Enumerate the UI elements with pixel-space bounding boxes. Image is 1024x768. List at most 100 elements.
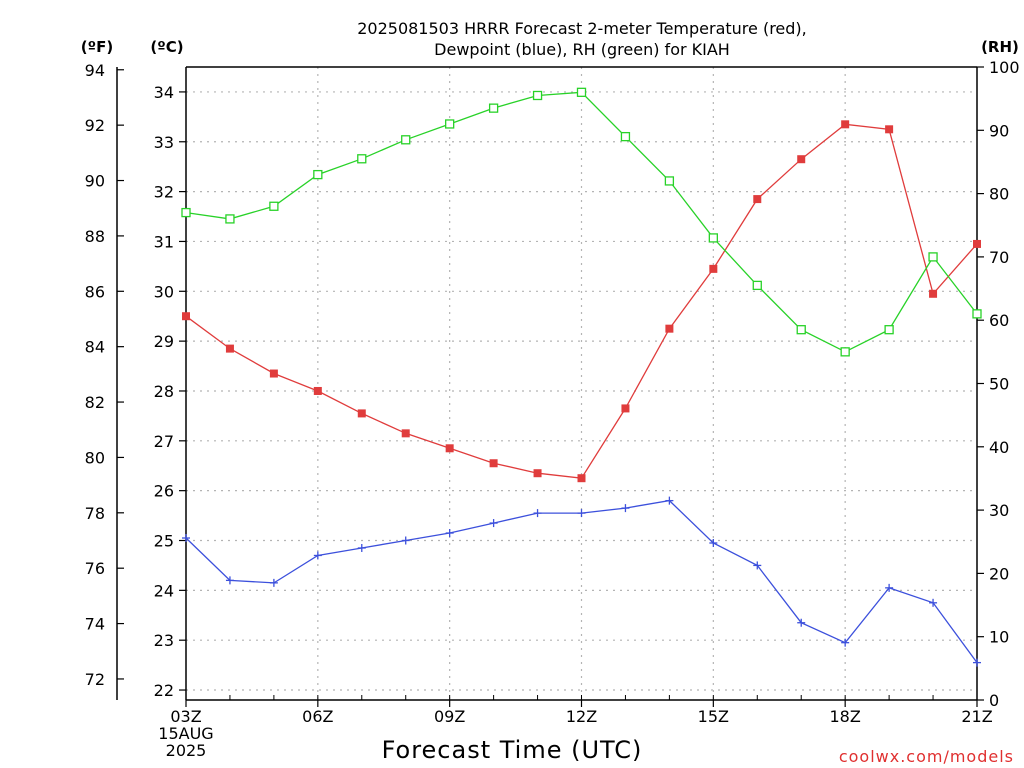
data-point <box>269 369 278 378</box>
x-tick-label: 15Z <box>698 707 729 726</box>
fahrenheit-tick-label: 94 <box>85 61 105 80</box>
data-point <box>225 344 234 353</box>
data-point <box>841 120 850 129</box>
celsius-tick-label: 28 <box>154 382 174 401</box>
data-point <box>401 135 411 145</box>
fahrenheit-tick-label: 90 <box>85 172 105 191</box>
data-point <box>753 561 762 570</box>
x-tick-label: 2025 <box>166 741 207 760</box>
celsius-tick-label: 33 <box>154 133 174 152</box>
celsius-tick-label: 32 <box>154 183 174 202</box>
data-point <box>665 496 674 505</box>
data-point <box>225 576 234 585</box>
data-point <box>225 214 235 224</box>
data-point <box>401 536 410 545</box>
rh-tick-label: 30 <box>989 501 1009 520</box>
celsius-tick-label: 24 <box>154 581 174 600</box>
rh-tick-label: 70 <box>989 248 1009 267</box>
data-point <box>357 154 367 164</box>
fahrenheit-unit-label: (ºF) <box>81 38 113 56</box>
data-point <box>269 201 279 211</box>
x-tick-label: 03Z <box>170 707 201 726</box>
data-point <box>533 469 542 478</box>
data-point <box>357 543 366 552</box>
rh-tick-label: 20 <box>989 564 1009 583</box>
celsius-tick-label: 29 <box>154 332 174 351</box>
series-line <box>185 499 978 663</box>
data-point <box>841 638 850 647</box>
celsius-tick-label: 25 <box>154 532 174 551</box>
data-point <box>665 324 674 333</box>
fahrenheit-tick-label: 78 <box>85 504 105 523</box>
data-point <box>577 474 586 483</box>
data-point <box>621 504 630 513</box>
fahrenheit-tick-label: 76 <box>85 559 105 578</box>
rh-unit-label: (RH) <box>981 38 1019 56</box>
celsius-tick-label: 23 <box>154 631 174 650</box>
fahrenheit-tick-label: 88 <box>85 227 105 246</box>
data-point <box>709 538 718 547</box>
data-point <box>797 155 806 164</box>
data-point <box>708 233 718 243</box>
data-point <box>664 176 675 186</box>
x-tick-label: 18Z <box>830 707 861 726</box>
data-point <box>884 325 894 335</box>
fahrenheit-tick-label: 84 <box>85 338 105 357</box>
data-point <box>797 618 806 627</box>
rh-tick-label: 100 <box>989 58 1020 77</box>
data-point <box>752 280 762 291</box>
rh-tick-label: 40 <box>989 438 1009 457</box>
data-point <box>928 252 938 262</box>
chart-title-line-1: 2025081503 HRRR Forecast 2-meter Tempera… <box>357 19 807 38</box>
data-point <box>709 264 718 273</box>
data-point <box>489 519 498 528</box>
data-point <box>488 103 499 113</box>
rh-tick-label: 90 <box>989 121 1009 140</box>
rh-tick-label: 10 <box>989 628 1009 647</box>
axes: 22 23 24 25 26 27 28 29 30 31 32 33 34 72 74 76 78 80 82 84… <box>85 58 1020 760</box>
credit-link[interactable]: coolwx.com/models <box>839 747 1014 766</box>
fahrenheit-tick-label: 86 <box>85 282 105 301</box>
data-point <box>972 309 982 319</box>
fahrenheit-tick-label: 82 <box>85 393 105 412</box>
data-point <box>753 195 762 204</box>
data-point <box>489 459 498 468</box>
x-tick-label: 06Z <box>302 707 333 726</box>
data-point <box>445 444 454 453</box>
x-tick-label: 09Z <box>434 707 465 726</box>
data-point <box>445 119 455 129</box>
celsius-tick-label: 34 <box>154 83 174 102</box>
rh-tick-label: 60 <box>989 311 1009 330</box>
series-dewpoint <box>182 496 981 667</box>
data-point <box>973 239 981 248</box>
grid <box>186 67 977 700</box>
data-point <box>357 409 366 418</box>
data-point <box>973 658 981 667</box>
data-point <box>885 583 894 592</box>
celsius-tick-label: 27 <box>154 432 174 451</box>
celsius-unit-label: (ºC) <box>150 38 183 56</box>
data-point <box>533 509 542 518</box>
celsius-tick-label: 31 <box>154 232 174 251</box>
data-point <box>313 169 323 180</box>
data-point <box>576 87 587 97</box>
data-point <box>929 289 938 298</box>
data-point <box>269 578 278 587</box>
rh-tick-label: 50 <box>989 375 1009 394</box>
data-point <box>401 429 410 438</box>
celsius-tick-label: 26 <box>154 482 174 501</box>
fahrenheit-tick-label: 92 <box>85 116 105 135</box>
data-point <box>796 325 806 335</box>
fahrenheit-tick-label: 72 <box>85 670 105 689</box>
data-point <box>621 404 630 413</box>
celsius-tick-label: 30 <box>154 282 174 301</box>
data-point <box>620 131 631 142</box>
celsius-tick-label: 22 <box>154 681 174 700</box>
data-point <box>182 534 190 543</box>
x-tick-label: 12Z <box>566 707 597 726</box>
x-tick-label: 15AUG <box>158 724 213 743</box>
data-point <box>885 125 894 134</box>
series <box>181 87 982 667</box>
x-tick-label: 21Z <box>961 707 992 726</box>
